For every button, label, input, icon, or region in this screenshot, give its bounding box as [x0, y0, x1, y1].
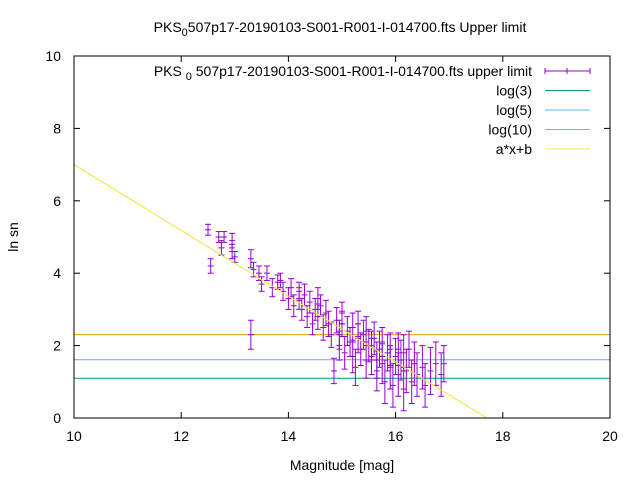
data-point: [355, 310, 362, 338]
data-point: [285, 287, 292, 310]
data-point: [432, 341, 439, 386]
y-tick-label: 8: [53, 120, 61, 136]
data-point: [288, 278, 295, 298]
data-point: [339, 301, 345, 325]
data-point: [427, 346, 434, 395]
axes: 10 12 14 16 18 20 0 2 4 6 8 10: [45, 48, 618, 444]
legend-label-suffix: 507p17-20190103-S001-R001-I-014700.fts u…: [192, 63, 532, 79]
x-axis-label: Magnitude [mag]: [290, 457, 394, 473]
data-point: [231, 250, 238, 263]
data-point: [277, 272, 284, 289]
legend-label-sub: 0: [186, 71, 192, 83]
data-point: [205, 223, 211, 236]
data-point: [247, 319, 254, 350]
x-tick-label: 20: [602, 428, 618, 444]
data-point: [304, 305, 311, 328]
data-point: [440, 345, 447, 383]
x-tick-label: 16: [388, 428, 404, 444]
data-point: [349, 339, 356, 374]
data-point: [336, 330, 343, 361]
chart-title: PKS0507p17-20190103-S001-R001-I-014700.f…: [154, 19, 527, 39]
data-point: [411, 341, 418, 386]
data-point: [368, 330, 375, 361]
legend: PKS 0 507p17-20190103-S001-R001-I-014700…: [154, 63, 591, 157]
data-point: [376, 330, 383, 368]
y-tick-label: 4: [53, 265, 61, 281]
data-point: [309, 312, 316, 336]
plot-border: [73, 55, 611, 419]
data-point: [247, 249, 254, 269]
clipped-marks: [74, 164, 610, 418]
data-point: [373, 341, 380, 379]
data-point: [406, 330, 412, 368]
data-point: [379, 327, 386, 357]
y-axis-label: ln sn: [5, 222, 21, 252]
data-point: [387, 332, 394, 367]
data-point: [408, 359, 415, 405]
data-point: [414, 352, 421, 397]
data-point: [400, 334, 407, 372]
legend-label: log(10): [488, 122, 532, 138]
data-point: [290, 294, 297, 318]
data-point: [301, 283, 308, 307]
legend-label: PKS 0 507p17-20190103-S001-R001-I-014700…: [154, 63, 532, 83]
data-point: [207, 258, 214, 274]
legend-label: log(5): [496, 102, 532, 118]
data-point: [349, 312, 356, 343]
legend-label-prefix: PKS: [154, 63, 186, 79]
data-point: [438, 352, 445, 397]
data-point: [328, 321, 335, 348]
y-tick-label: 2: [53, 338, 61, 354]
data-point: [320, 314, 327, 341]
data-point: [395, 332, 402, 367]
data-point: [263, 265, 270, 281]
data-point: [341, 336, 348, 370]
data-point: [384, 334, 391, 372]
data-point: [363, 316, 370, 347]
plot-marks: [74, 164, 610, 418]
data-point: [363, 341, 370, 379]
data-point: [325, 310, 332, 338]
fit-line: [74, 164, 488, 418]
x-tick-label: 14: [281, 428, 297, 444]
data-point: [296, 281, 303, 301]
data-point: [397, 339, 404, 381]
x-tick-label: 12: [173, 428, 189, 444]
data-point: [400, 366, 407, 412]
data-point: [422, 363, 429, 408]
data-point: [360, 319, 367, 350]
x-tick-label: 10: [66, 428, 82, 444]
y-tick-label: 0: [53, 410, 61, 426]
x-tick-label: 18: [495, 428, 511, 444]
y-tick-label: 10: [45, 48, 61, 64]
legend-label: log(3): [496, 83, 532, 99]
legend-label: a*x+b: [496, 141, 532, 157]
data-point: [314, 287, 321, 310]
data-point: [381, 359, 388, 405]
data-point: [221, 231, 228, 243]
data-point: [419, 345, 426, 390]
data-point: [352, 348, 359, 386]
data-point: [330, 357, 337, 385]
data-point: [322, 299, 329, 327]
y-tick-label: 6: [53, 193, 61, 209]
data-point: [389, 363, 396, 408]
data-point: [392, 337, 399, 376]
data-point: [298, 298, 305, 321]
